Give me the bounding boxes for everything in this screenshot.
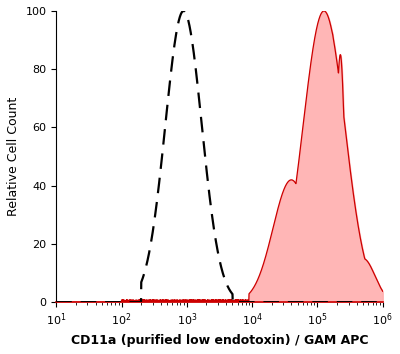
Y-axis label: Relative Cell Count: Relative Cell Count bbox=[7, 97, 20, 216]
X-axis label: CD11a (purified low endotoxin) / GAM APC: CD11a (purified low endotoxin) / GAM APC bbox=[71, 334, 368, 347]
